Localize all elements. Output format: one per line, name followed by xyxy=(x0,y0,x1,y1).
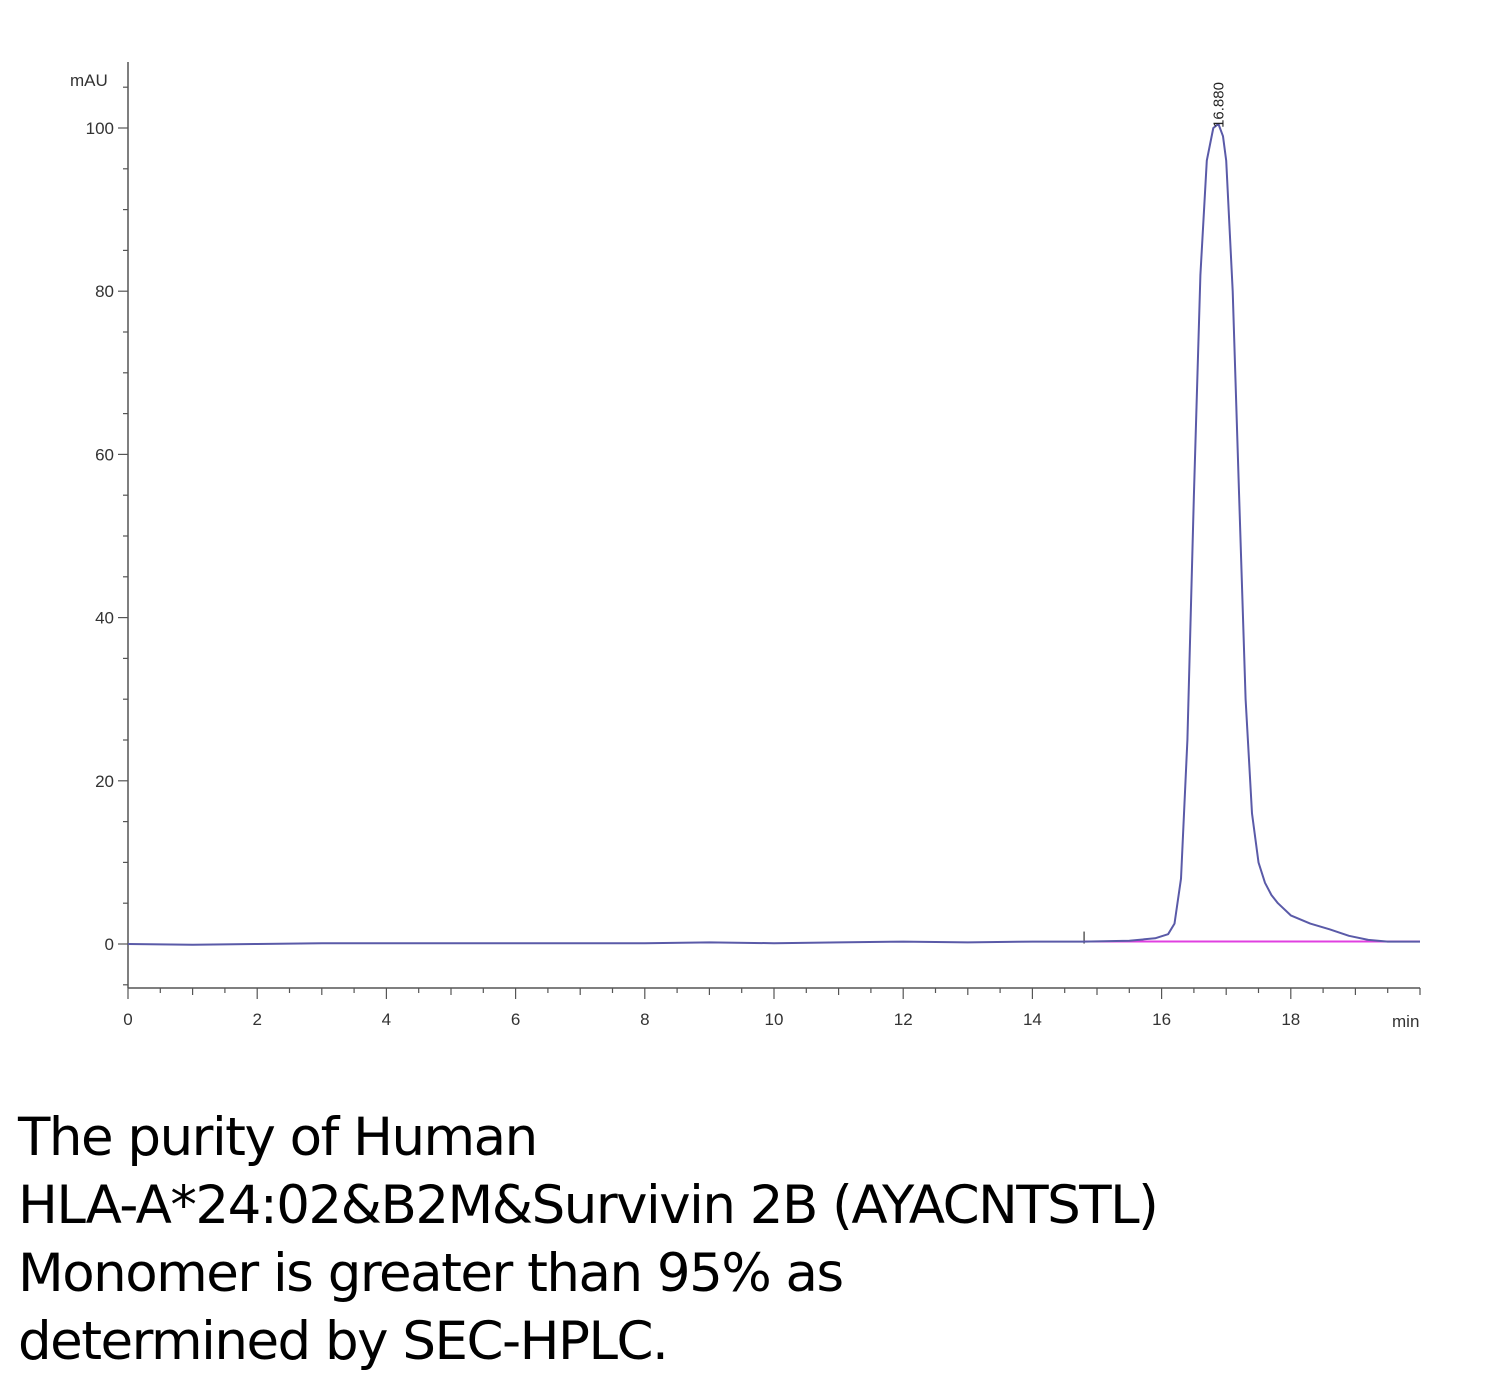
y-tick-label: 100 xyxy=(86,119,114,138)
x-tick-label: 16 xyxy=(1152,1010,1171,1029)
y-tick-label: 40 xyxy=(95,609,114,628)
x-tick-label: 4 xyxy=(382,1010,391,1029)
x-tick-label: 0 xyxy=(123,1010,132,1029)
caption-line-4: determined by SEC-HPLC. xyxy=(18,1311,669,1372)
y-axis-label: mAU xyxy=(70,71,108,90)
signal-trace xyxy=(127,122,1420,946)
y-tick-label: 60 xyxy=(95,445,114,464)
peak-retention-label: 16.880 xyxy=(1210,82,1227,128)
x-tick-label: 14 xyxy=(1023,1010,1042,1029)
x-tick-label: 18 xyxy=(1281,1010,1300,1029)
x-tick-label: 10 xyxy=(765,1010,784,1029)
y-tick-label: 80 xyxy=(95,282,114,301)
chromatogram-chart: 0 20 40 60 80 100 0 2 4 6 8 10 12 14 16 18 mAU min 16.… xyxy=(70,62,1421,1031)
caption-line-1: The purity of Human xyxy=(18,1107,538,1168)
chart-axes xyxy=(127,62,1420,989)
x-tick-label: 2 xyxy=(252,1010,261,1029)
caption-line-2: HLA-A*24:02&B2M&Survivin 2B (AYACNTSTL) xyxy=(18,1175,1159,1236)
y-tick-label: 20 xyxy=(95,772,114,791)
x-tick-label: 8 xyxy=(640,1010,649,1029)
caption-text: The purity of Human HLA-A*24:02&B2M&Surv… xyxy=(18,1104,1478,1376)
x-axis-label: min xyxy=(1392,1012,1419,1031)
x-tick-label: 12 xyxy=(894,1010,913,1029)
y-tick-label: 0 xyxy=(105,935,114,954)
plot-marks: 16.880 xyxy=(127,82,1420,946)
y-axis-ticks: 0 20 40 60 80 100 xyxy=(86,86,128,986)
x-tick-label: 6 xyxy=(511,1010,520,1029)
caption-line-3: Monomer is greater than 95% as xyxy=(18,1243,844,1304)
x-axis-ticks: 0 2 4 6 8 10 12 14 16 18 xyxy=(123,988,1421,1029)
